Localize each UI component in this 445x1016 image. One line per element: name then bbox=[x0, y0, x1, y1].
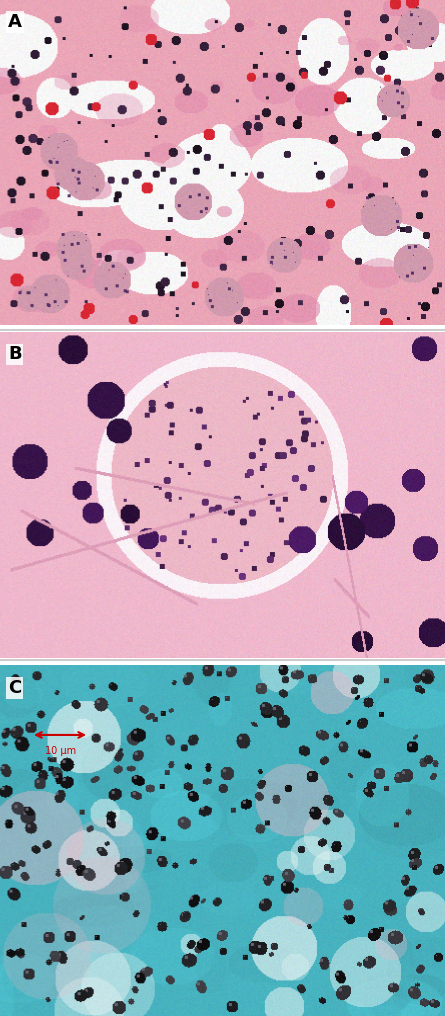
Text: 10 μm: 10 μm bbox=[44, 746, 76, 756]
Text: A: A bbox=[8, 13, 22, 31]
Text: B: B bbox=[8, 345, 22, 364]
Text: C: C bbox=[8, 679, 21, 697]
